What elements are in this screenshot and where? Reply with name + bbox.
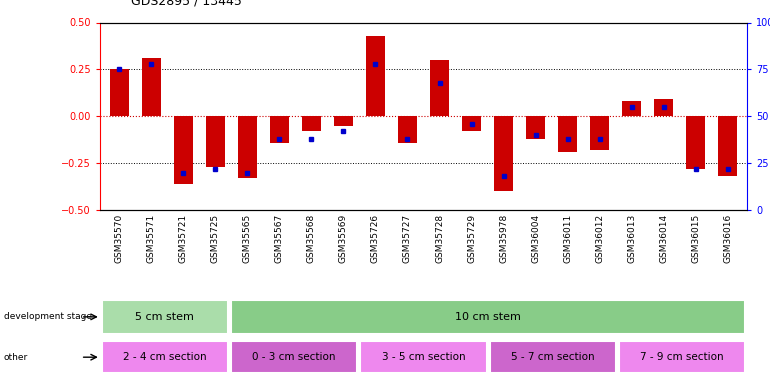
Text: 5 - 7 cm section: 5 - 7 cm section [511, 352, 594, 362]
Text: GSM35570: GSM35570 [115, 214, 124, 263]
Bar [231, 341, 357, 373]
Text: GSM35729: GSM35729 [467, 214, 476, 263]
Bar [366, 36, 385, 116]
Text: 0 - 3 cm section: 0 - 3 cm section [253, 352, 336, 362]
Bar [654, 99, 673, 116]
Bar [494, 116, 513, 191]
Text: 3 - 5 cm section: 3 - 5 cm section [382, 352, 465, 362]
Bar [142, 58, 161, 116]
Bar [174, 116, 193, 184]
Bar [558, 116, 578, 152]
Bar [206, 116, 225, 167]
Text: GSM35727: GSM35727 [403, 214, 412, 263]
Text: GSM36011: GSM36011 [563, 214, 572, 263]
Bar [238, 116, 257, 178]
Bar [686, 116, 705, 169]
Text: 10 cm stem: 10 cm stem [455, 312, 521, 322]
Text: other: other [4, 352, 28, 362]
Text: GSM35725: GSM35725 [211, 214, 220, 263]
Text: GSM36015: GSM36015 [691, 214, 700, 263]
Text: development stage: development stage [4, 312, 92, 321]
Text: GDS2895 / 13445: GDS2895 / 13445 [131, 0, 242, 8]
Text: GSM35571: GSM35571 [147, 214, 156, 263]
Bar [102, 300, 228, 334]
Bar [102, 341, 228, 373]
Text: GSM35721: GSM35721 [179, 214, 188, 263]
Text: GSM36012: GSM36012 [595, 214, 604, 263]
Text: 2 - 4 cm section: 2 - 4 cm section [123, 352, 206, 362]
Bar [302, 116, 321, 131]
Bar [430, 60, 449, 116]
Text: 7 - 9 cm section: 7 - 9 cm section [641, 352, 724, 362]
Bar [526, 116, 545, 139]
Bar [231, 300, 745, 334]
Bar [718, 116, 738, 176]
Text: GSM35728: GSM35728 [435, 214, 444, 263]
Bar [109, 69, 129, 116]
Bar [590, 116, 609, 150]
Bar [270, 116, 289, 142]
Text: GSM36016: GSM36016 [723, 214, 732, 263]
Text: GSM35567: GSM35567 [275, 214, 284, 263]
Text: GSM35569: GSM35569 [339, 214, 348, 263]
Text: GSM35565: GSM35565 [243, 214, 252, 263]
Bar [360, 341, 487, 373]
Bar [490, 341, 616, 373]
Bar [334, 116, 353, 126]
Text: GSM35568: GSM35568 [307, 214, 316, 263]
Text: GSM35726: GSM35726 [371, 214, 380, 263]
Bar [622, 101, 641, 116]
Bar [398, 116, 417, 142]
Text: GSM36013: GSM36013 [627, 214, 636, 263]
Text: GSM35978: GSM35978 [499, 214, 508, 263]
Bar [619, 341, 745, 373]
Text: GSM36014: GSM36014 [659, 214, 668, 263]
Text: GSM36004: GSM36004 [531, 214, 540, 263]
Bar [462, 116, 481, 131]
Text: 5 cm stem: 5 cm stem [136, 312, 194, 322]
